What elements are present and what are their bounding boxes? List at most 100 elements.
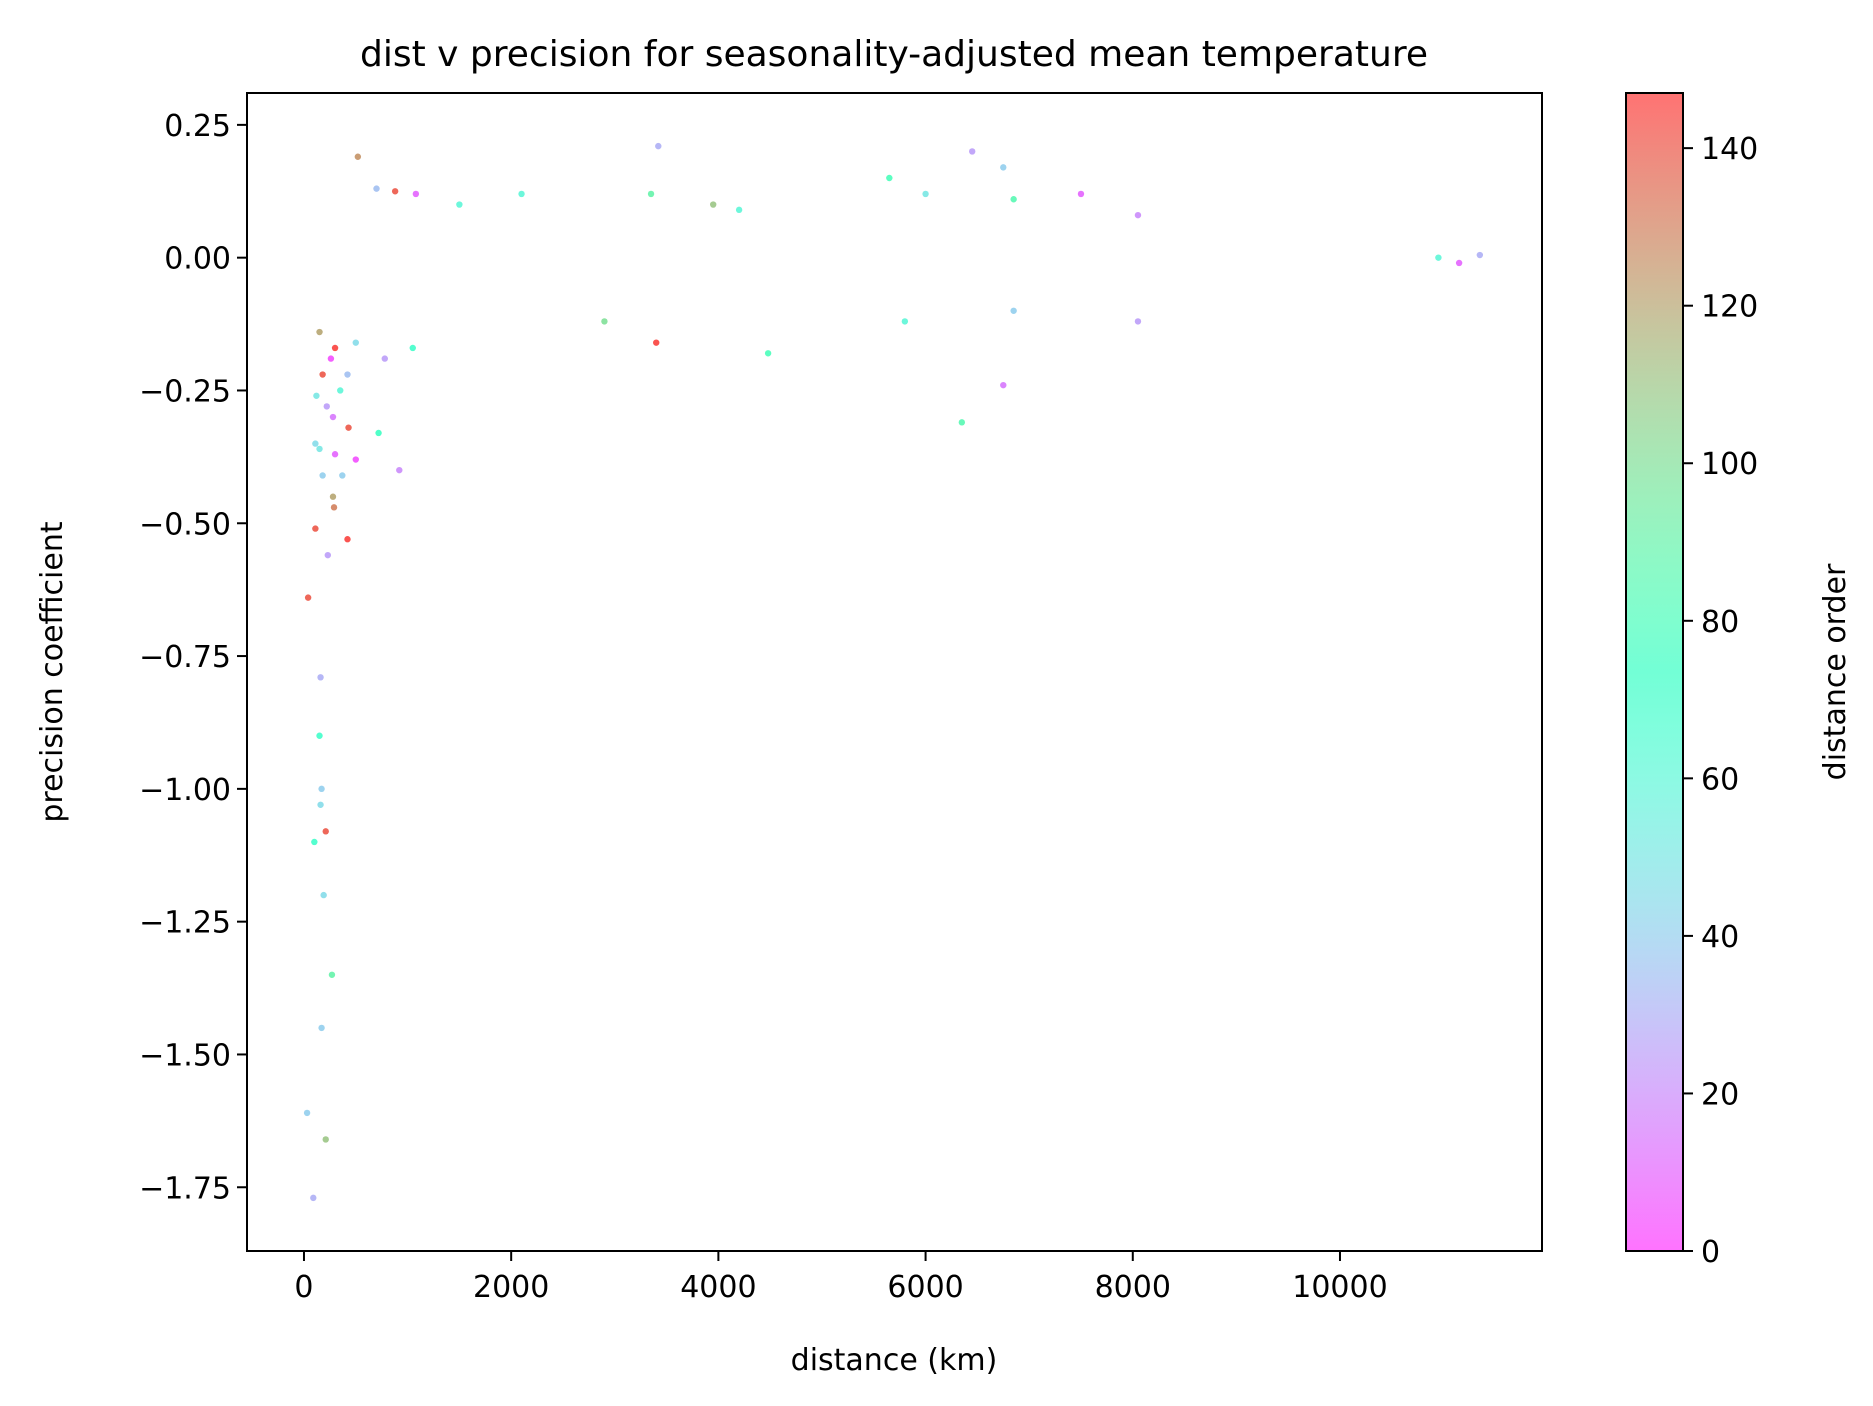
data-point [311,838,318,846]
colorbar-ticks: 0 20 40 60 80 100 120 140 [1683,132,1758,1270]
x-tick-label: 10000 [1292,1270,1387,1305]
data-point [328,971,336,978]
data-point [322,1136,329,1143]
data-point [344,371,351,378]
colorbar-label: distance order [1818,563,1853,780]
data-point [329,413,337,421]
data-point [381,355,388,362]
colorbar-tick-label: 100 [1701,447,1758,482]
y-tick-label: 0.25 [164,109,231,144]
data-point [324,551,332,559]
data-point [901,318,909,325]
data-point [1000,381,1007,389]
y-tick-label: −1.50 [139,1038,231,1073]
y-tick-label: 0.00 [164,242,231,277]
x-tick-label: 6000 [887,1270,963,1305]
data-point [456,201,463,208]
y-tick-label: −0.75 [139,640,231,675]
data-point [318,1024,325,1032]
data-point [601,318,608,325]
x-axis-ticks: 0 2000 4000 6000 8000 10000 [294,1251,1388,1305]
data-point [327,355,335,362]
y-tick-label: −0.25 [139,374,231,409]
data-point [1455,259,1463,267]
data-point [322,828,329,835]
data-point [316,732,323,739]
x-axis-label: distance (km) [791,1343,998,1378]
chart-title: dist v precision for seasonality-adjuste… [360,34,1428,75]
y-axis-ticks: 0.25 0.00 −0.25 −0.50 −0.75 −1.00 −1.25 −1.50 −1… [139,109,247,1206]
data-point [373,185,380,192]
data-point [735,206,743,214]
plot-border [246,92,1543,1252]
data-point [337,387,344,394]
data-point [316,445,323,453]
data-point [1476,251,1484,259]
data-point [391,188,399,195]
x-tick-label: 2000 [473,1270,549,1305]
data-point [409,344,416,352]
data-point [969,148,976,155]
data-points [303,142,1484,1202]
data-point [396,466,403,474]
data-point [303,1109,311,1117]
data-point [320,891,327,899]
y-tick-label: −1.25 [139,906,231,941]
colorbar: 0 20 40 60 80 100 120 140 [1625,92,1758,1270]
x-tick-label: 4000 [680,1270,756,1305]
colorbar-tick-label: 0 [1701,1235,1720,1270]
data-point [653,339,660,346]
y-tick-label: −0.50 [139,507,231,542]
colorbar-border [1625,92,1684,1252]
data-point [1077,190,1085,198]
data-point [330,504,338,511]
data-point [1010,307,1017,314]
data-point [958,419,966,426]
data-point [312,525,319,532]
colorbar-tick-label: 60 [1701,762,1739,797]
data-point [710,201,717,208]
data-point [352,456,359,463]
data-point [329,493,337,500]
data-point [1000,164,1007,171]
data-point [344,536,351,543]
data-point [339,472,346,479]
colorbar-gradient [1626,93,1683,1251]
data-point [331,344,339,352]
data-point [354,153,362,160]
data-point [345,424,352,431]
data-point [323,403,330,410]
x-tick-label: 0 [294,1270,313,1305]
data-point [310,1194,317,1202]
y-tick-label: −1.00 [139,773,231,808]
colorbar-tick-label: 140 [1701,132,1758,167]
data-point [1435,254,1442,261]
colorbar-tick-label: 120 [1701,290,1758,325]
x-tick-label: 8000 [1095,1270,1171,1305]
data-point [1010,196,1017,203]
data-point [312,440,319,447]
data-point [316,328,323,336]
data-point [317,801,324,808]
data-point [319,371,326,378]
data-point [518,190,525,198]
y-axis-label: precision coefficient [35,521,70,822]
data-point [318,785,325,793]
data-point [317,674,324,681]
data-point [1134,211,1142,219]
data-point [313,392,320,399]
data-point [647,190,655,198]
data-point [304,594,312,601]
plot-frame [247,93,1542,1251]
data-point [352,339,359,346]
plot-area: 0 2000 4000 6000 8000 10000 0.25 0.00 −0.25 −0.5… [139,92,1543,1305]
data-point [1134,318,1142,325]
data-point [764,350,772,357]
y-tick-label: −1.75 [139,1171,231,1206]
data-point [331,451,339,458]
colorbar-tick-label: 40 [1701,920,1739,955]
colorbar-tick-label: 80 [1701,605,1739,640]
colorbar-tick-label: 20 [1701,1077,1739,1112]
data-point [655,142,662,150]
